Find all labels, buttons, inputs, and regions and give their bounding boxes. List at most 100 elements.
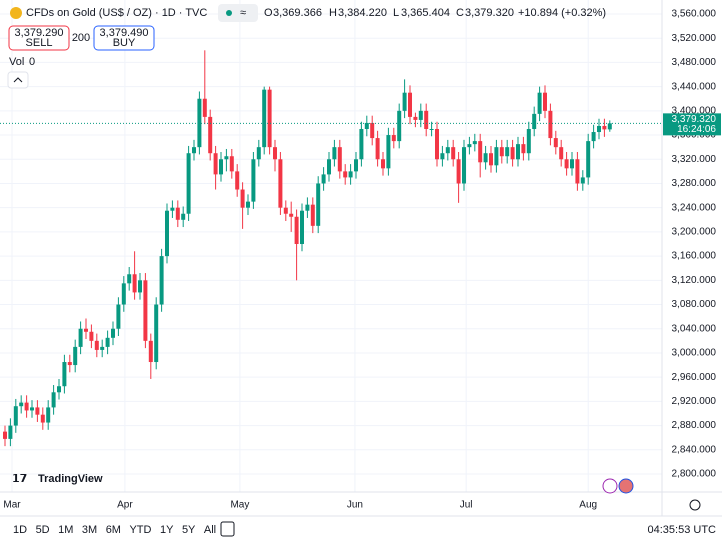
candle-body xyxy=(478,141,483,163)
candle-body xyxy=(532,113,537,129)
candle-body xyxy=(521,144,526,154)
candle-body xyxy=(408,92,412,117)
candle-body xyxy=(197,98,202,148)
calendar-icon[interactable] xyxy=(220,521,235,537)
settings-icon[interactable] xyxy=(689,499,701,511)
candle-body xyxy=(192,147,196,154)
candle-body xyxy=(359,129,364,160)
x-tick-label: Mar xyxy=(3,500,21,511)
buy-label: BUY xyxy=(113,37,136,49)
last-price-label: 3,379.320 xyxy=(672,114,717,125)
candle-body xyxy=(213,153,218,175)
candle-body xyxy=(165,210,169,257)
candle-body xyxy=(429,129,434,130)
candle-body xyxy=(327,159,331,175)
candle-body xyxy=(246,201,250,208)
candle-body xyxy=(8,425,13,439)
y-tick-label: 3,160.000 xyxy=(672,251,717,262)
candle-body xyxy=(3,431,7,439)
c-value: 3,379.320 xyxy=(465,7,514,19)
y-tick-label: 3,400.000 xyxy=(672,105,717,116)
candle-body xyxy=(84,328,88,332)
candle-body xyxy=(170,207,175,211)
range-button[interactable]: 1Y xyxy=(160,524,174,536)
y-tick-label: 3,200.000 xyxy=(672,227,717,238)
flag-icon[interactable] xyxy=(618,478,634,494)
range-button[interactable]: 1D xyxy=(13,524,27,536)
candle-body xyxy=(413,116,418,120)
candle-body xyxy=(202,98,207,117)
candle-body xyxy=(300,210,304,244)
last-price-box xyxy=(663,113,721,136)
candle-body xyxy=(262,89,267,148)
delay-icon: ≈ xyxy=(240,7,246,19)
collapse-button[interactable] xyxy=(7,71,29,89)
candle-body xyxy=(148,340,153,363)
candle-body xyxy=(73,346,78,366)
candle-body xyxy=(494,147,499,166)
candle-body xyxy=(467,144,472,148)
candle-body xyxy=(386,135,391,169)
candle-body xyxy=(505,147,510,157)
candle-body xyxy=(391,135,396,142)
range-button[interactable]: 3M xyxy=(82,524,97,536)
candle-body xyxy=(564,159,569,169)
candle-body xyxy=(251,159,256,202)
candle-body xyxy=(143,280,148,341)
candle-body xyxy=(159,256,164,305)
candle-body xyxy=(418,110,423,120)
x-tick-label: Jul xyxy=(460,500,473,511)
y-tick-label: 3,480.000 xyxy=(672,57,717,68)
candle-body xyxy=(235,171,240,190)
range-button[interactable]: 5Y xyxy=(182,524,196,536)
logo-mark: 𝟭𝟳 xyxy=(12,473,27,485)
candle-body xyxy=(24,402,29,411)
footer: 1D 5D 1M 3M 6M YTD 1Y 5Y All xyxy=(13,524,216,536)
buy-button[interactable] xyxy=(93,25,155,51)
candle-body xyxy=(240,189,245,208)
l-label: L xyxy=(393,7,399,19)
collapse-icon xyxy=(13,77,23,83)
candle-body xyxy=(94,340,99,350)
range-button[interactable]: 1M xyxy=(58,524,73,536)
o-value: 3,369.366 xyxy=(273,7,322,19)
event-icon[interactable] xyxy=(602,478,618,494)
candle-body xyxy=(208,116,213,154)
candle-body xyxy=(89,331,94,341)
candle-body xyxy=(602,125,607,130)
candle-body xyxy=(273,147,277,160)
range-button[interactable]: 5D xyxy=(36,524,50,536)
sell-button[interactable] xyxy=(8,25,70,51)
candle-body xyxy=(294,216,299,244)
y-tick-label: 2,800.000 xyxy=(672,469,717,480)
buy-price: 3,379.490 xyxy=(100,27,149,39)
candle-body xyxy=(310,204,315,226)
range-button[interactable]: 6M xyxy=(106,524,121,536)
candle-body xyxy=(510,147,515,160)
y-tick-label: 2,960.000 xyxy=(672,372,717,383)
candle-body xyxy=(586,141,591,178)
candle-body xyxy=(375,138,380,160)
candle-body xyxy=(175,207,180,220)
range-button[interactable]: YTD xyxy=(129,524,151,536)
h-label: H xyxy=(329,7,337,19)
candle-body xyxy=(30,407,34,411)
candle-body xyxy=(78,328,83,347)
candle-body xyxy=(343,171,348,178)
candle-body xyxy=(121,283,126,305)
candle-body xyxy=(424,110,429,129)
symbol-title: CFDs on Gold (US$ / OZ) · 1D · TVC xyxy=(26,7,207,19)
sell-label: SELL xyxy=(26,37,53,49)
candle-body xyxy=(537,92,542,114)
candle-body xyxy=(553,138,558,148)
x-tick-label: Aug xyxy=(579,500,597,511)
range-button[interactable]: All xyxy=(204,524,216,536)
candle-body xyxy=(591,132,596,142)
clock: 04:35:53 UTC xyxy=(648,524,717,536)
candle-body xyxy=(462,147,466,184)
status-pill[interactable] xyxy=(218,4,258,22)
candle-body xyxy=(381,159,385,169)
candle-body xyxy=(451,147,456,160)
